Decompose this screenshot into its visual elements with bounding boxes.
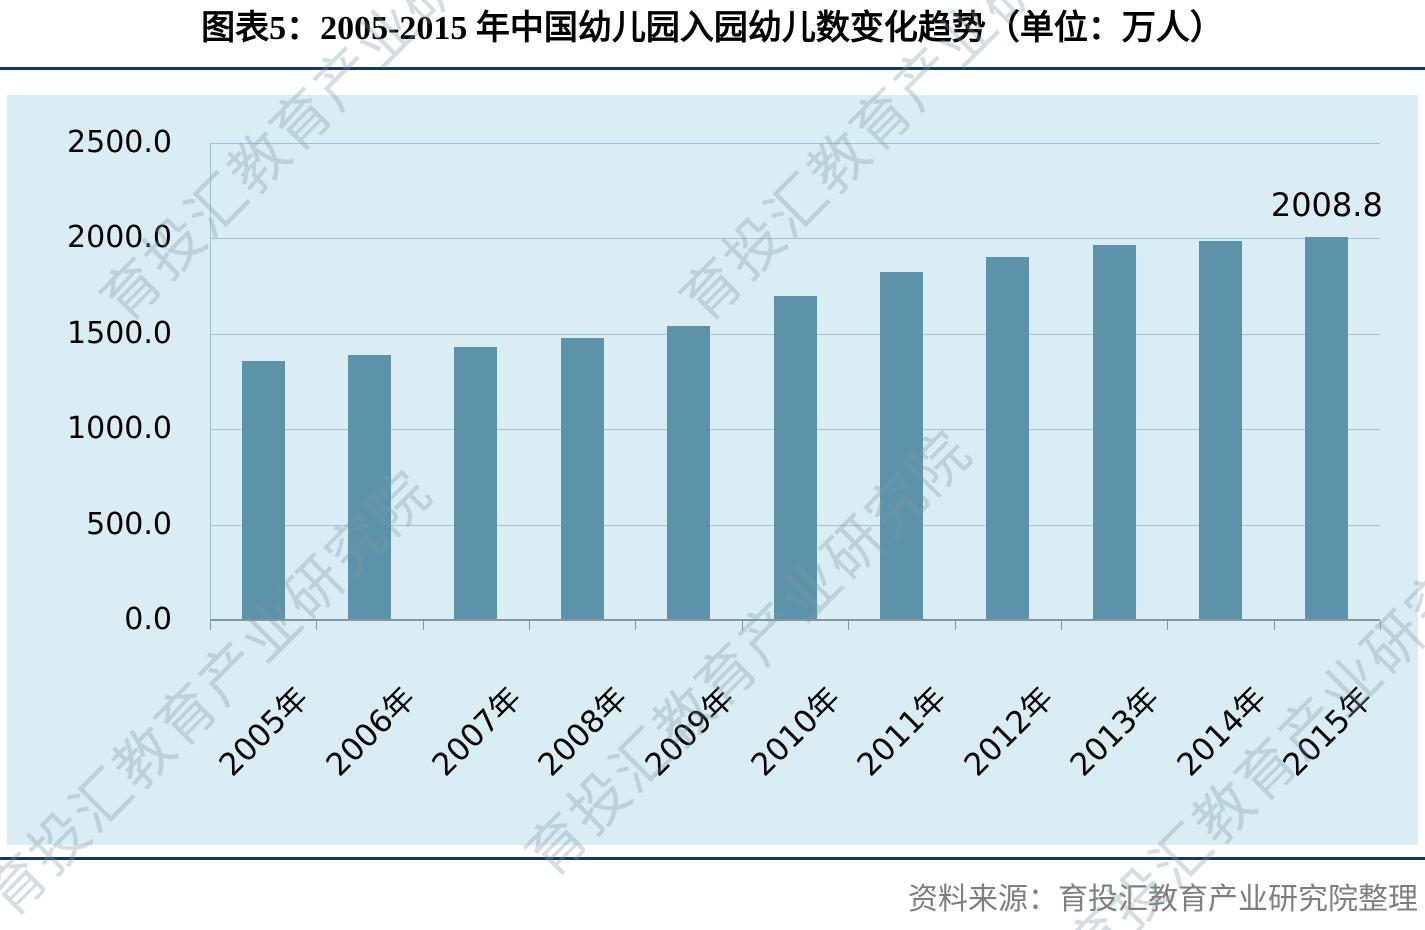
bar — [1198, 241, 1242, 619]
plot-area: 0.0 500.0 1000.0 1500.0 2000.0 2500.0 2005年 200… — [67, 126, 1383, 784]
gridline — [210, 143, 1380, 144]
y-axis-tick-label: 1500.0 — [67, 315, 172, 351]
x-axis-category-label: 2007年 — [425, 680, 529, 784]
y-axis-tick-label: 2000.0 — [67, 220, 172, 256]
bar — [1305, 236, 1349, 619]
x-axis-tickmark — [848, 621, 850, 630]
top-rule — [0, 67, 1425, 70]
x-axis-category-label: 2013年 — [1063, 680, 1167, 784]
x-axis-category-label: 2014年 — [1170, 680, 1274, 784]
y-axis-tick-label: 1000.0 — [67, 411, 172, 447]
x-axis-category-label: 2009年 — [638, 680, 742, 784]
bar — [879, 271, 923, 619]
y-axis-tick-label: 500.0 — [86, 506, 172, 542]
x-axis-tickmark — [635, 621, 637, 630]
x-axis-tickmark — [529, 621, 531, 630]
x-axis-tickmark — [210, 621, 211, 630]
bar — [560, 337, 604, 619]
x-axis-tickmark — [1273, 621, 1275, 630]
x-axis-line — [210, 619, 1380, 621]
gridline — [210, 238, 1380, 240]
y-axis-tick-label: 0.0 — [124, 602, 172, 637]
x-axis-tickmark — [741, 621, 743, 630]
bar — [773, 295, 817, 619]
x-axis-category-label: 2011年 — [850, 680, 955, 784]
bar — [667, 325, 711, 619]
bar — [1092, 244, 1136, 619]
x-axis-tickmark — [1060, 621, 1062, 630]
bar — [986, 256, 1030, 619]
x-axis-tickmark — [1380, 621, 1381, 630]
bottom-rule — [0, 857, 1425, 860]
bar-data-label: 2008.8 — [1270, 185, 1383, 224]
x-axis-category-label: 2008年 — [531, 680, 636, 784]
y-axis-tick-label: 2500.0 — [67, 125, 172, 160]
chart-title: 图表5：2005-2015 年中国幼儿园入园幼儿数变化趋势（单位：万人） — [201, 10, 1224, 47]
x-axis-category-label: 2006年 — [319, 680, 423, 784]
x-axis-category-label: 2005年 — [212, 680, 316, 784]
chart-panel: 0.0 500.0 1000.0 1500.0 2000.0 2500.0 2005年 200… — [7, 95, 1418, 845]
y-axis-line — [210, 143, 211, 620]
x-axis-tickmark — [316, 621, 318, 630]
x-axis-tickmark — [1167, 621, 1169, 630]
x-axis-tickmark — [954, 621, 956, 630]
bar — [454, 347, 498, 619]
bar — [348, 354, 392, 619]
x-axis-category-label: 2010年 — [744, 680, 848, 784]
x-axis-category-label: 2012年 — [957, 680, 1061, 784]
source-note: 资料来源：育投汇教育产业研究院整理 — [908, 882, 1418, 917]
x-axis-tickmark — [422, 621, 424, 630]
bar — [241, 361, 285, 619]
x-axis-category-label: 2015年 — [1276, 680, 1380, 784]
